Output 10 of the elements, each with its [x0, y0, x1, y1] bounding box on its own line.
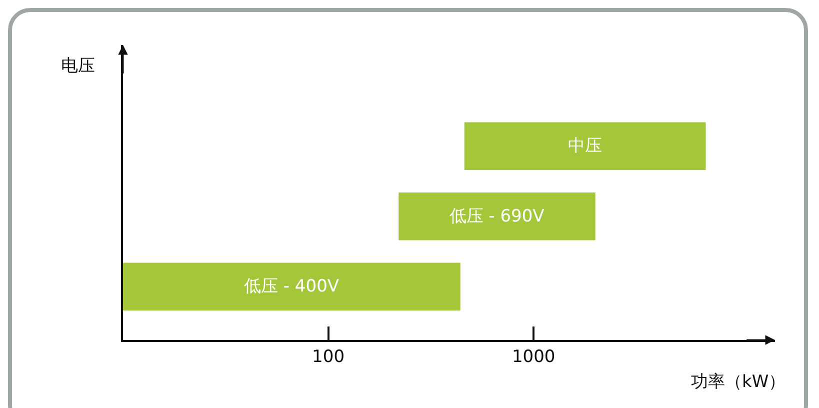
- y-axis-title: 电压: [61, 56, 95, 76]
- x-tick-label: 1000: [512, 347, 556, 368]
- y-tick-label: 低压 - 690V: [449, 206, 545, 226]
- bar: [464, 122, 706, 170]
- bar: [398, 192, 596, 240]
- bar: [123, 262, 460, 310]
- y-tick-label: 低压 - 400V: [244, 276, 340, 297]
- x-axis-title: 功率（kW）: [691, 372, 786, 392]
- y-tick-label: 中压: [568, 136, 602, 156]
- x-tick-label: 100: [312, 347, 345, 368]
